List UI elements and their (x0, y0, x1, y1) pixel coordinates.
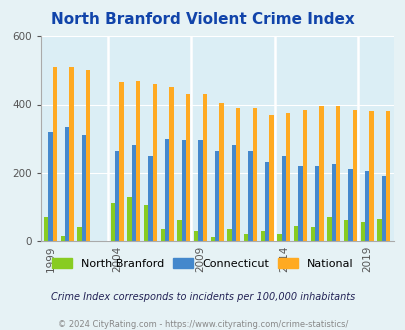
Bar (210, 238, 215, 241)
Bar (364, 171, 369, 241)
Bar (227, 229, 231, 241)
Bar (235, 108, 240, 241)
Bar (269, 115, 273, 241)
Bar (131, 146, 136, 241)
Legend: North Branford, Connecticut, National: North Branford, Connecticut, National (48, 254, 357, 273)
Bar (127, 197, 131, 241)
Bar (165, 139, 169, 241)
Bar (352, 110, 356, 241)
Bar (185, 94, 190, 241)
Bar (136, 81, 140, 241)
Bar (243, 234, 248, 241)
Bar (148, 156, 152, 241)
Bar (152, 84, 157, 241)
Bar (310, 227, 314, 241)
Bar (260, 231, 264, 241)
Bar (119, 82, 124, 241)
Bar (319, 106, 323, 241)
Bar (160, 229, 165, 241)
Bar (252, 108, 256, 241)
Bar (264, 162, 269, 241)
Bar (277, 234, 281, 241)
Bar (248, 150, 252, 241)
Bar (298, 166, 302, 241)
Text: North Branford Violent Crime Index: North Branford Violent Crime Index (51, 12, 354, 26)
Bar (44, 217, 48, 241)
Bar (77, 227, 81, 241)
Bar (111, 203, 115, 241)
Bar (115, 150, 119, 241)
Text: © 2024 CityRating.com - https://www.cityrating.com/crime-statistics/: © 2024 CityRating.com - https://www.city… (58, 320, 347, 329)
Bar (335, 106, 339, 241)
Bar (65, 127, 69, 241)
Bar (302, 110, 306, 241)
Bar (326, 217, 331, 241)
Bar (285, 113, 290, 241)
Bar (48, 132, 53, 241)
Bar (215, 150, 219, 241)
Bar (86, 70, 90, 241)
Bar (194, 231, 198, 241)
Text: Crime Index corresponds to incidents per 100,000 inhabitants: Crime Index corresponds to incidents per… (51, 292, 354, 302)
Bar (181, 140, 185, 241)
Bar (231, 146, 235, 241)
Bar (144, 205, 148, 241)
Bar (281, 156, 285, 241)
Bar (385, 111, 389, 241)
Bar (81, 135, 86, 241)
Bar (381, 176, 385, 241)
Bar (219, 103, 223, 241)
Bar (169, 87, 173, 241)
Bar (61, 236, 65, 241)
Bar (376, 219, 381, 241)
Bar (314, 166, 319, 241)
Bar (293, 226, 298, 241)
Bar (331, 164, 335, 241)
Bar (347, 169, 352, 241)
Bar (360, 222, 364, 241)
Bar (69, 67, 74, 241)
Bar (53, 67, 57, 241)
Bar (198, 140, 202, 241)
Bar (343, 220, 347, 241)
Bar (177, 220, 181, 241)
Bar (369, 111, 373, 241)
Bar (202, 94, 207, 241)
